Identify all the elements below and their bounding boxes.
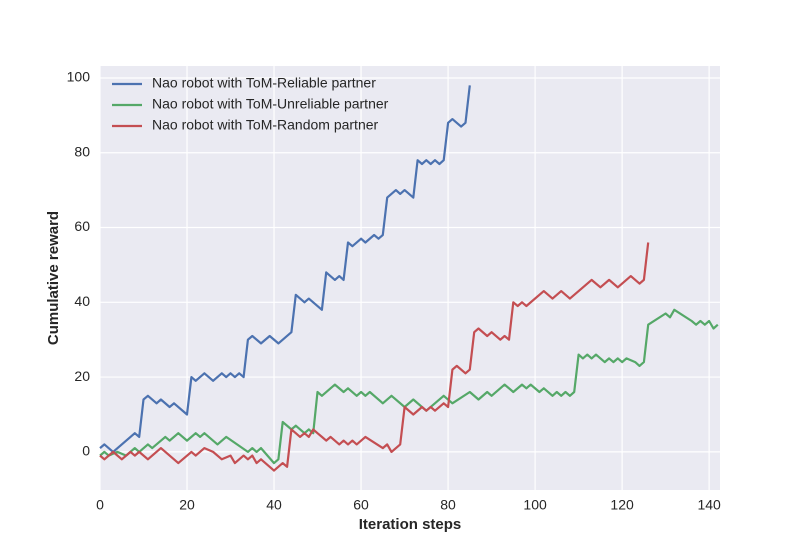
y-tick-label: 0 — [82, 443, 90, 459]
line — [99, 85, 471, 453]
x-tick-label: 140 — [697, 497, 721, 513]
x-tick-label: 120 — [610, 497, 634, 513]
line — [99, 308, 719, 465]
y-tick-label: 60 — [74, 218, 90, 234]
x-tick-label: 40 — [266, 497, 282, 513]
legend-label: Nao robot with ToM-Random partner — [152, 117, 379, 133]
x-tick-label: 80 — [440, 497, 456, 513]
x-tick-label: 0 — [96, 497, 104, 513]
legend-label: Nao robot with ToM-Reliable partner — [152, 75, 376, 91]
x-tick-label: 60 — [353, 497, 369, 513]
y-tick-label: 80 — [74, 143, 90, 159]
x-tick-label: 100 — [523, 497, 547, 513]
line — [99, 242, 650, 472]
y-tick-label: 100 — [67, 69, 91, 85]
y-axis-label: Cumulative reward — [45, 211, 62, 345]
y-tick-label: 40 — [74, 293, 90, 309]
x-axis-label: Iteration steps — [359, 516, 462, 533]
legend-label: Nao robot with ToM-Unreliable partner — [152, 96, 389, 112]
x-tick-label: 20 — [179, 497, 195, 513]
y-tick-label: 20 — [74, 368, 90, 384]
plot-area — [100, 66, 720, 490]
